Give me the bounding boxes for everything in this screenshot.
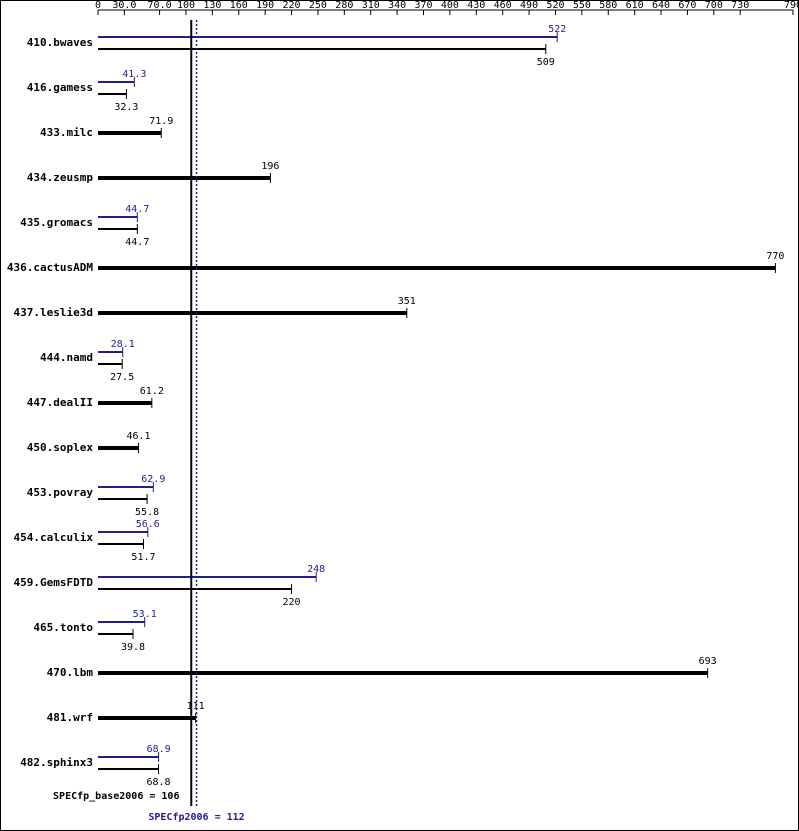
value-label: 27.5 bbox=[110, 372, 134, 383]
category-label: 465.tonto bbox=[33, 621, 93, 634]
x-tick-label: 490 bbox=[520, 0, 538, 11]
value-label: 71.9 bbox=[149, 116, 173, 127]
x-tick-label: 160 bbox=[230, 0, 248, 11]
value-label: 46.1 bbox=[127, 431, 151, 442]
value-label: 39.8 bbox=[121, 642, 145, 653]
value-label: 56.6 bbox=[136, 519, 160, 530]
x-tick-label: 610 bbox=[626, 0, 644, 11]
category-label: 454.calculix bbox=[14, 531, 94, 544]
value-label: 44.7 bbox=[125, 237, 149, 248]
value-label: 55.8 bbox=[135, 507, 159, 518]
category-label: 447.dealII bbox=[27, 396, 93, 409]
x-tick-label: 100 bbox=[177, 0, 195, 11]
category-label: 416.gamess bbox=[27, 81, 93, 94]
x-tick-label: 220 bbox=[283, 0, 301, 11]
value-label: 32.3 bbox=[114, 102, 138, 113]
category-label: 481.wrf bbox=[47, 711, 93, 724]
x-tick-label: 790 bbox=[784, 0, 799, 11]
value-label: 51.7 bbox=[131, 552, 155, 563]
category-label: 453.povray bbox=[27, 486, 94, 499]
value-label: 61.2 bbox=[140, 386, 164, 397]
value-label: 44.7 bbox=[125, 204, 149, 215]
value-label: 351 bbox=[398, 296, 416, 307]
value-label: 196 bbox=[261, 161, 279, 172]
x-tick-label: 70.0 bbox=[148, 0, 172, 11]
value-label: 111 bbox=[187, 701, 205, 712]
x-tick-label: 520 bbox=[546, 0, 564, 11]
x-tick-label: 340 bbox=[388, 0, 406, 11]
category-label: 435.gromacs bbox=[20, 216, 93, 229]
category-label: 437.leslie3d bbox=[14, 306, 93, 319]
x-tick-label: 130 bbox=[203, 0, 221, 11]
value-label: 68.8 bbox=[146, 777, 170, 788]
category-label: 459.GemsFDTD bbox=[14, 576, 94, 589]
x-tick-label: 400 bbox=[441, 0, 459, 11]
x-tick-label: 730 bbox=[731, 0, 749, 11]
value-label: 693 bbox=[699, 656, 717, 667]
category-label: 444.namd bbox=[40, 351, 93, 364]
x-tick-label: 580 bbox=[599, 0, 617, 11]
value-label: 28.1 bbox=[111, 339, 135, 350]
category-label: 482.sphinx3 bbox=[20, 756, 93, 769]
x-tick-label: 430 bbox=[467, 0, 485, 11]
x-tick-label: 460 bbox=[494, 0, 512, 11]
x-tick-label: 670 bbox=[678, 0, 696, 11]
category-label: 436.cactusADM bbox=[7, 261, 93, 274]
reference-label: SPECfp_base2006 = 106 bbox=[53, 791, 179, 802]
value-label: 53.1 bbox=[133, 609, 157, 620]
x-tick-label: 280 bbox=[335, 0, 353, 11]
value-label: 220 bbox=[283, 597, 301, 608]
category-label: 410.bwaves bbox=[27, 36, 93, 49]
value-label: 509 bbox=[537, 57, 555, 68]
x-tick-label: 640 bbox=[652, 0, 670, 11]
x-tick-label: 30.0 bbox=[112, 0, 136, 11]
x-tick-label: 370 bbox=[414, 0, 432, 11]
category-label: 434.zeusmp bbox=[27, 171, 94, 184]
value-label: 770 bbox=[766, 251, 784, 262]
x-tick-label: 700 bbox=[705, 0, 723, 11]
x-tick-label: 550 bbox=[573, 0, 591, 11]
value-label: 522 bbox=[548, 24, 566, 35]
value-label: 41.3 bbox=[122, 69, 146, 80]
reference-label: SPECfp2006 = 112 bbox=[148, 812, 244, 823]
value-label: 68.9 bbox=[147, 744, 171, 755]
x-tick-label: 310 bbox=[362, 0, 380, 11]
value-label: 248 bbox=[307, 564, 325, 575]
category-label: 470.lbm bbox=[47, 666, 94, 679]
x-tick-label: 190 bbox=[256, 0, 274, 11]
value-label: 62.9 bbox=[141, 474, 165, 485]
category-label: 433.milc bbox=[40, 126, 93, 139]
x-tick-label: 0 bbox=[95, 0, 101, 11]
x-tick-label: 250 bbox=[309, 0, 327, 11]
category-label: 450.soplex bbox=[27, 441, 94, 454]
